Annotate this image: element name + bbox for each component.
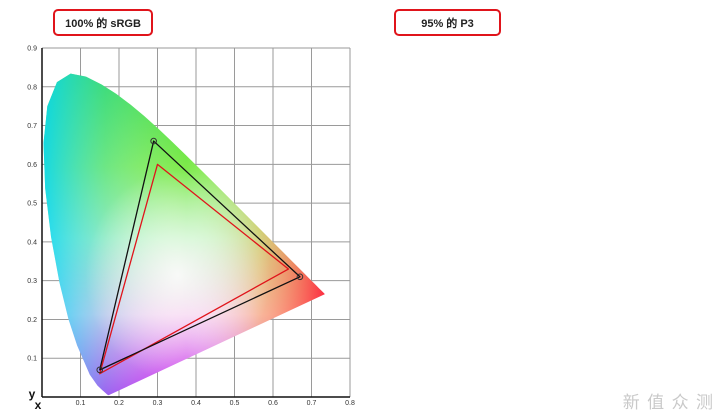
vertex-marker — [150, 137, 157, 145]
y-tick-label: 0.9 — [27, 46, 37, 53]
y-tick-label: 0.7 — [27, 123, 37, 130]
x-tick-label: 0.8 — [345, 400, 355, 407]
x-tick-label: 0.2 — [114, 400, 124, 407]
y-tick-label: 0.3 — [27, 278, 37, 285]
x-tick-label: 0.7 — [307, 400, 317, 407]
y-tick-label: 0.5 — [27, 201, 37, 208]
chart-plot-p3: 0.10.20.30.40.50.60.70.80.10.20.30.40.50… — [360, 0, 720, 419]
y-tick-label: 0.8 — [27, 84, 37, 91]
x-axis-label: x — [35, 398, 42, 412]
watermark-text: 新 值 众 测 — [622, 393, 714, 413]
x-tick-label: 0.5 — [230, 400, 240, 407]
y-tick-label: 0.4 — [27, 239, 37, 246]
gamut-triangle — [99, 163, 290, 375]
spectral-locus — [43, 73, 325, 396]
x-tick-label: 0.6 — [268, 400, 278, 407]
x-tick-label: 0.1 — [76, 400, 86, 407]
gamut-triangle — [99, 140, 301, 371]
chart-plot-srgb: 0.1 0.2 0.3 0.4 0.5 0.6 0.7 0.8 0.1 0.2 0.3 0.4 0.5 0… — [27, 46, 355, 413]
chart-panel-srgb: 0.1 0.2 0.3 0.4 0.5 0.6 0.7 0.8 0.1 0.2 0.3 0.4 0.5 0… — [27, 9, 355, 413]
y-tick-label: 0.6 — [27, 162, 37, 169]
chart-title-badge: 95% 的 P3 — [394, 9, 501, 36]
chart-title-badge: 100% 的 sRGB — [53, 9, 153, 36]
x-tick-label: 0.4 — [191, 400, 201, 407]
y-axis-label: y — [29, 387, 36, 401]
chart-panel-p3: 0.10.20.30.40.50.60.70.80.10.20.30.40.50… — [360, 0, 720, 419]
vertex-marker — [296, 273, 304, 281]
y-tick-label: 0.2 — [27, 317, 37, 324]
x-tick-label: 0.3 — [153, 400, 163, 407]
y-tick-label: 0.1 — [27, 356, 37, 363]
vertex-marker — [96, 366, 104, 374]
